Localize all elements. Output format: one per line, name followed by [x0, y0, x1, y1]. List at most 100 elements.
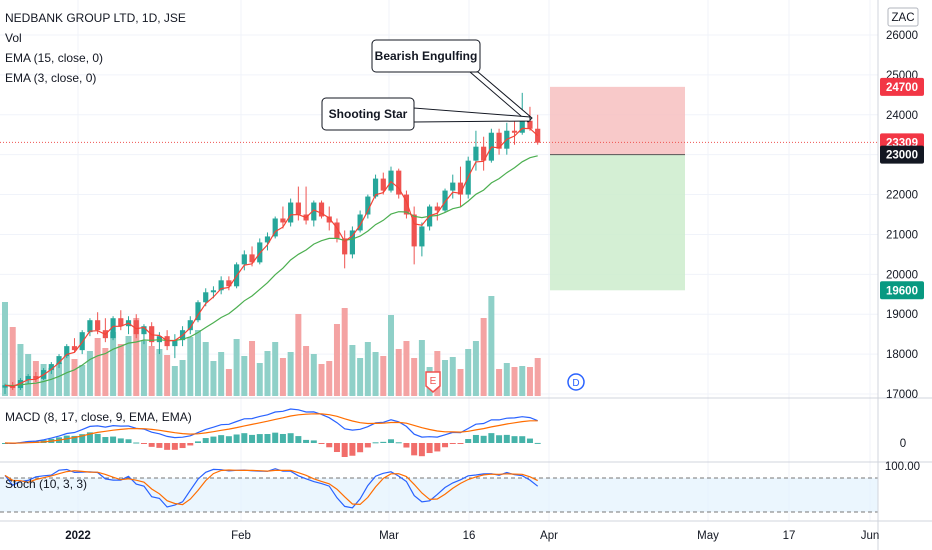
volume-bar	[341, 308, 348, 396]
vol-legend[interactable]: Vol	[5, 31, 22, 45]
candle[interactable]	[488, 128, 494, 163]
candle[interactable]	[264, 232, 271, 251]
candle[interactable]	[33, 372, 39, 383]
candle[interactable]	[349, 226, 355, 259]
candle[interactable]	[272, 216, 278, 239]
candle[interactable]	[56, 354, 62, 369]
candle[interactable]	[71, 338, 78, 353]
candle[interactable]	[388, 166, 394, 193]
risk-zone[interactable]	[550, 86, 685, 155]
earnings-marker[interactable]: E	[425, 371, 441, 393]
macd-histogram-bar	[287, 433, 294, 443]
candle[interactable]	[365, 194, 371, 219]
candle-body	[110, 318, 116, 339]
candle-body	[56, 356, 62, 365]
ema3-line	[4, 127, 539, 388]
candle[interactable]	[442, 188, 448, 213]
symbol-title[interactable]: NEDBANK GROUP LTD, 1D, JSE	[5, 11, 186, 25]
candle[interactable]	[17, 378, 24, 391]
volume-bar	[364, 342, 371, 396]
candle-body	[365, 196, 371, 215]
candle-body	[187, 320, 193, 331]
candle[interactable]	[496, 128, 502, 155]
volume-bar	[140, 341, 147, 396]
volume-bar	[148, 346, 155, 396]
candle-body	[396, 170, 402, 195]
candle[interactable]	[172, 334, 178, 359]
candle[interactable]	[403, 190, 410, 219]
price-tag-target[interactable]: 19600	[880, 281, 924, 300]
dividend-marker[interactable]: D	[567, 373, 585, 391]
macd-histogram-bar	[86, 432, 93, 443]
candle-body	[288, 202, 294, 223]
price-tag-label: 19600	[886, 285, 918, 297]
candle[interactable]	[280, 206, 286, 229]
macd-histogram-bar	[71, 435, 78, 443]
candle[interactable]	[457, 166, 464, 207]
candle-body	[388, 170, 394, 191]
bearish-engulfing-callout[interactable]: Bearish Engulfing	[371, 39, 533, 123]
candle[interactable]	[218, 276, 224, 295]
candle[interactable]	[357, 210, 363, 233]
currency-badge[interactable]	[887, 7, 919, 27]
price-tick-label: 21000	[886, 229, 918, 241]
time-axis[interactable]: 2022 Feb Mar 16 Apr May 17 Jun	[65, 530, 879, 542]
candle-body	[25, 376, 31, 381]
volume-bar	[71, 359, 78, 396]
macd-tick-label: 0	[900, 438, 906, 450]
candle[interactable]	[342, 230, 348, 269]
candle[interactable]	[133, 314, 139, 339]
candle[interactable]	[535, 114, 541, 145]
ema15-legend[interactable]: EMA (15, close, 0)	[5, 51, 103, 65]
candle[interactable]	[318, 200, 325, 219]
candle[interactable]	[380, 172, 386, 195]
macd-histogram-bar	[94, 433, 101, 443]
candle[interactable]	[241, 250, 247, 271]
macd-histogram-bar	[357, 443, 364, 453]
shooting-star-callout[interactable]: Shooting Star	[321, 97, 531, 131]
candle[interactable]	[396, 168, 402, 199]
candle[interactable]	[64, 344, 70, 359]
macd-histogram-bar	[526, 438, 533, 443]
price-tag-bg	[880, 77, 924, 96]
short-position-tool[interactable]	[550, 86, 685, 291]
price-tick-label: 19000	[886, 309, 918, 321]
stoch-legend[interactable]: Stoch (10, 3, 3)	[5, 477, 87, 491]
price-tick-label: 26000	[886, 30, 918, 42]
volume-bar	[133, 318, 140, 396]
volume-bar	[218, 352, 225, 396]
callout-pointer	[468, 71, 533, 123]
reward-zone[interactable]	[550, 154, 685, 291]
candle[interactable]	[419, 222, 425, 257]
price-axis[interactable]: ZAC 260002500024000230002200021000200001…	[880, 7, 924, 473]
volume-bar	[94, 338, 101, 396]
volume-bar	[125, 336, 132, 396]
candle[interactable]	[434, 202, 440, 221]
candle[interactable]	[195, 300, 201, 323]
candle-body	[450, 182, 456, 191]
candle[interactable]	[511, 118, 518, 145]
macd-legend[interactable]: MACD (8, 17, close, 9, EMA, EMA)	[5, 410, 192, 424]
candle[interactable]	[481, 136, 487, 171]
volume-bar	[63, 356, 70, 396]
candle[interactable]	[87, 318, 93, 337]
macd-histogram-bar	[117, 438, 124, 443]
time-tick-label: May	[697, 530, 719, 542]
candle[interactable]	[473, 130, 479, 171]
macd-histogram-bar	[179, 443, 186, 449]
volume-bar	[442, 360, 449, 396]
candle[interactable]	[288, 198, 294, 227]
candle[interactable]	[25, 374, 31, 385]
price-tag-stop[interactable]: 24700	[880, 77, 924, 96]
candle[interactable]	[48, 362, 54, 375]
candle[interactable]	[311, 200, 317, 227]
candle[interactable]	[187, 316, 193, 335]
legend: NEDBANK GROUP LTD, 1D, JSE Vol EMA (15, …	[5, 11, 192, 491]
callout-box	[371, 39, 481, 73]
price-tag-entry[interactable]: 23000	[880, 145, 924, 164]
ema3-legend[interactable]: EMA (3, close, 0)	[5, 71, 96, 85]
candle[interactable]	[450, 174, 456, 199]
candle[interactable]	[110, 316, 116, 341]
time-tick-label: Apr	[540, 530, 558, 542]
